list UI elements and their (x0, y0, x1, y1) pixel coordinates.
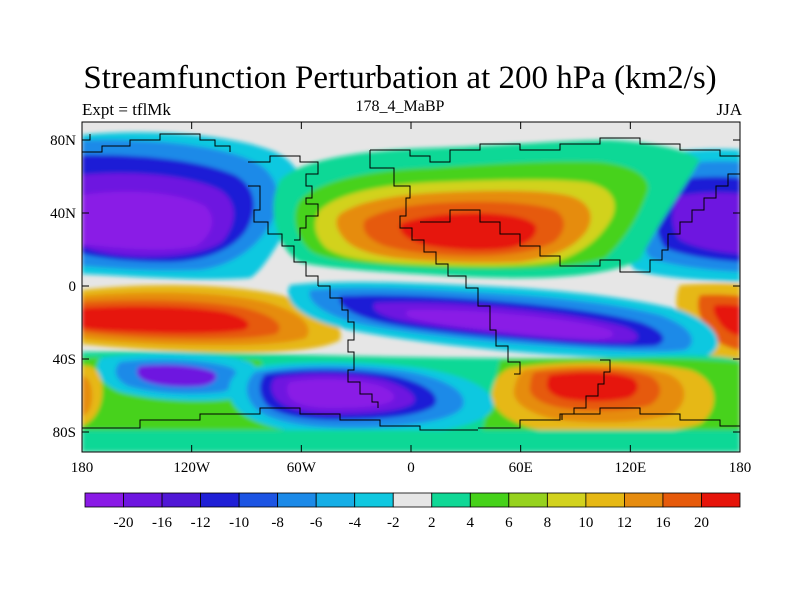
colorbar-swatch (123, 492, 163, 508)
season-label: JJA (716, 100, 742, 119)
colorbar-label: 4 (467, 515, 475, 531)
colorbar (84, 492, 741, 508)
colorbar-swatch (508, 492, 548, 508)
colorbar-label: -8 (271, 515, 284, 531)
colorbar-label: 2 (428, 515, 436, 531)
lon-label: 0 (407, 460, 415, 476)
lon-label: 120E (614, 460, 646, 476)
colorbar-label: 16 (655, 515, 671, 531)
lat-label: 80N (50, 133, 76, 149)
colorbar-swatch (277, 492, 317, 508)
lon-label: 60E (509, 460, 533, 476)
streamfunction-field (82, 122, 740, 452)
map-title: Streamfunction Perturbation at 200 hPa (… (83, 60, 717, 96)
colorbar-swatch (392, 492, 433, 508)
colorbar-swatch (161, 492, 201, 508)
colorbar-label: -12 (191, 515, 211, 531)
axis-ticks (81, 122, 741, 452)
lon-label: 60W (287, 460, 317, 476)
colorbar-swatch (238, 492, 279, 508)
colorbar-swatch (662, 492, 702, 508)
colorbar-label: -20 (114, 515, 134, 531)
lon-label: 180 (729, 460, 752, 476)
colorbar-label: -4 (348, 515, 361, 531)
colorbar-label: -16 (152, 515, 172, 531)
lat-label: 40S (53, 352, 76, 368)
colorbar-label: -2 (387, 515, 400, 531)
lon-label: 120W (173, 460, 211, 476)
colorbar-swatch (624, 492, 664, 508)
colorbar-swatch (354, 492, 394, 508)
colorbar-labels: -20 -16 -12 -10 -8 -6 -4 -2 2 4 6 8 10 12 16 20 (114, 515, 709, 531)
coastlines (82, 133, 740, 431)
colorbar-swatch (431, 492, 471, 508)
colorbar-label: 10 (578, 515, 593, 531)
colorbar-swatch (585, 492, 625, 508)
colorbar-swatch (546, 492, 587, 508)
period-label: 178_4_MaBP (355, 98, 445, 115)
colorbar-label: -6 (310, 515, 323, 531)
colorbar-swatch (200, 492, 240, 508)
axis-labels: 80N 40N 0 40S 80S 180 120W 60W 0 60E 120E 180 (50, 133, 751, 476)
lat-label: 0 (69, 279, 77, 295)
lat-label: 80S (53, 425, 76, 441)
colorbar-label: 20 (694, 515, 709, 531)
colorbar-label: 8 (544, 515, 552, 531)
colorbar-label: 12 (617, 515, 632, 531)
lon-label: 180 (71, 460, 94, 476)
experiment-label: Expt = tflMk (82, 100, 171, 119)
colorbar-label: 6 (505, 515, 513, 531)
colorbar-swatch (469, 492, 510, 508)
lat-label: 40N (50, 206, 76, 222)
colorbar-swatch (84, 492, 124, 508)
colorbar-swatch (701, 492, 741, 508)
colorbar-swatch (315, 492, 356, 508)
colorbar-label: -10 (229, 515, 249, 531)
